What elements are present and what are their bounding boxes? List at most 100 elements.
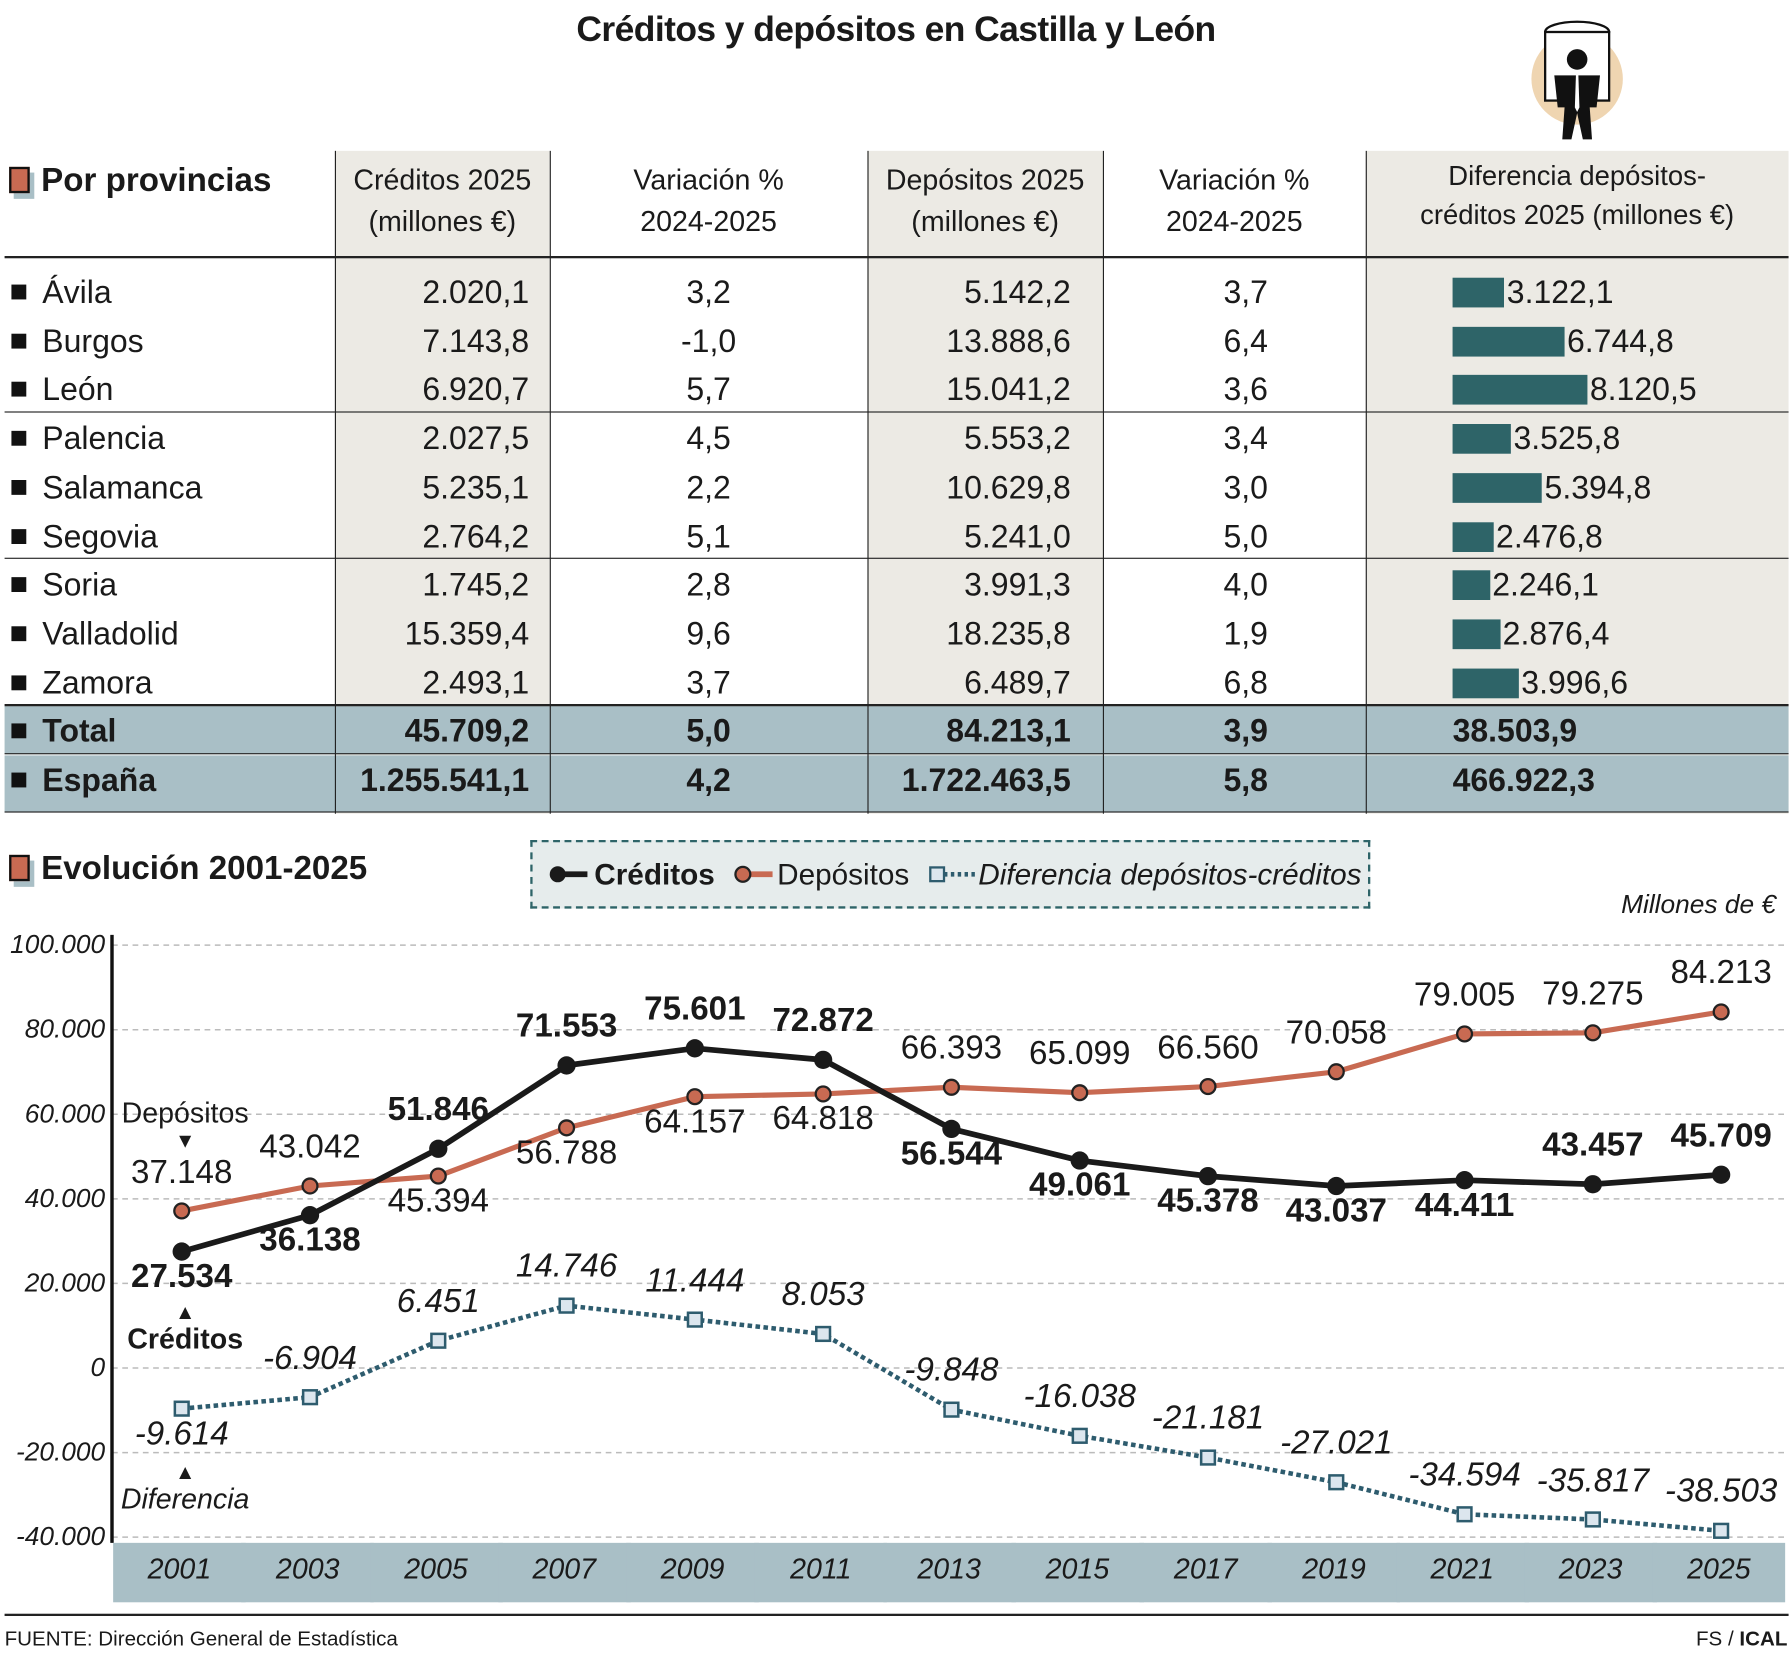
data-label: 84.213 [1670,954,1772,992]
data-label: 14.746 [515,1248,618,1286]
bullet-icon [11,626,27,642]
diferencia-point [815,1325,832,1343]
data-label: 75.601 [644,991,746,1028]
cell-var_dep: 3,9 [1223,713,1268,749]
cell-depositos: 1.722.463,5 [901,762,1071,798]
creditos-point [172,1242,191,1261]
cell-depositos: 5.241,0 [964,518,1071,554]
province-name: España [0,757,335,805]
diferencia-point [558,1297,575,1314]
data-label: 66.393 [900,1030,1003,1067]
data-label: 65.099 [1029,1035,1131,1073]
creditos-point [557,1056,576,1075]
diferencia-point [686,1311,703,1328]
annotation-diferencia: Diferencia [120,1483,250,1516]
creditos-point [300,1206,320,1225]
legend-diferencia: Diferencia depósitos-créditos [978,857,1362,892]
cell-var_dep: 3,4 [1223,420,1268,457]
data-label: -27.021 [1280,1425,1393,1462]
diff-bar [1452,619,1501,650]
data-label: 56.544 [900,1135,1003,1173]
diferencia-point [301,1389,319,1406]
cell-diferencia: 5.394,8 [1544,469,1652,505]
data-label: -9.848 [904,1352,999,1390]
bullet-icon [11,333,27,349]
bullet-icon [11,382,27,398]
depositos-point [429,1167,447,1185]
cell-depositos: 5.553,2 [964,420,1071,457]
data-label: 66.560 [1157,1029,1259,1066]
header-depositos: Depósitos 2025 (millones €) [885,164,1085,238]
cell-var_cred: 5,0 [686,713,731,749]
data-label: -34.594 [1408,1457,1521,1494]
data-label: -16.038 [1023,1378,1136,1416]
data-label: 43.037 [1285,1192,1387,1230]
y-tick-label: 100.000 [10,929,106,959]
depositos-point [686,1088,704,1106]
creditos-point [429,1139,448,1158]
creditos-point [1583,1175,1602,1194]
data-label: 6.451 [396,1283,480,1321]
creditos-point [685,1039,704,1058]
creditos-point [1327,1176,1346,1196]
province-name: Burgos [0,317,335,365]
data-label: -21.181 [1151,1400,1265,1437]
province-name: Valladolid [0,610,335,658]
cell-var_dep: 5,8 [1223,762,1268,798]
data-label: 36.138 [259,1222,361,1259]
creditos-point [1070,1151,1089,1170]
province-name: Palencia [0,415,335,463]
diferencia-point [943,1401,960,1418]
diferencia-point [1456,1506,1473,1523]
arrow-up-icon: ▲ [174,1460,196,1484]
cell-var_dep: 6,4 [1223,323,1268,359]
x-tick-label: 2015 [1011,1542,1144,1603]
cell-creditos: 15.359,4 [404,615,530,652]
data-label: 71.553 [515,1008,618,1045]
cell-creditos: 5.235,1 [422,469,530,505]
cell-var_cred: 3,7 [686,664,731,701]
cell-diferencia: 2.246,1 [1492,567,1599,603]
section-marker-icon [9,166,30,194]
x-tick-label: 2019 [1267,1542,1401,1603]
bullet-icon [11,528,27,544]
cell-var_dep: 3,7 [1223,274,1268,310]
legend-diferencia-marker-icon [929,866,976,883]
diff-bar [1452,424,1512,454]
cell-creditos: 7.143,8 [422,323,530,359]
cell-creditos: 2.020,1 [422,274,530,310]
x-tick-label: 2011 [754,1542,888,1603]
data-label: 11.444 [645,1262,745,1300]
total-row-bg [4,706,1789,755]
diferencia-point [1199,1449,1217,1466]
depositos-point [173,1202,191,1220]
cell-creditos: 2.493,1 [422,664,530,701]
data-label: 64.157 [644,1103,746,1141]
diferencia-point [430,1332,447,1349]
province-name: Segovia [0,513,335,561]
bullet-icon [11,772,27,788]
data-label: 45.378 [1157,1182,1259,1220]
diferencia-point [1328,1474,1345,1491]
bullet-icon [11,430,27,446]
diferencia-point [1584,1511,1601,1528]
cell-var_cred: 4,5 [686,420,731,457]
data-label: 51.846 [387,1091,489,1129]
cell-diferencia: 3.122,1 [1506,274,1614,310]
bullet-icon [11,479,27,495]
cell-diferencia: 8.120,5 [1589,371,1697,408]
arrow-down-icon: ▼ [174,1129,196,1152]
cell-creditos: 45.709,2 [404,713,530,749]
cell-var_cred: 5,7 [686,371,731,408]
data-label: 37.148 [131,1153,233,1191]
header-var-depositos: Variación % 2024-2025 [1159,164,1310,238]
diferencia-point [1071,1427,1088,1444]
data-label: 79.275 [1542,975,1644,1013]
legend-creditos: Créditos [594,857,715,892]
data-label: 43.042 [259,1128,361,1166]
data-label: 45.394 [387,1182,489,1220]
cell-depositos: 84.213,1 [946,713,1071,749]
section-title-provinces: Por provincias [9,162,271,200]
